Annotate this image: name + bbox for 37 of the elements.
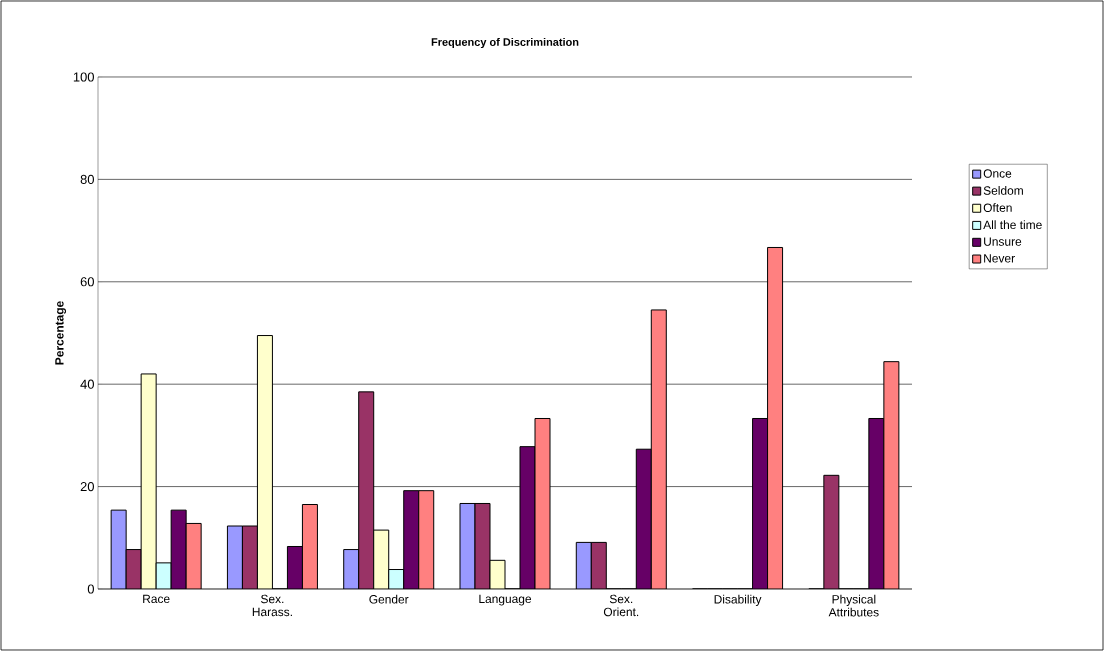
chart-title: Frequency of Discrimination	[431, 37, 579, 49]
y-tick-label: 0	[87, 584, 94, 594]
x-tick-label: Race	[143, 594, 170, 604]
x-tick-label: Sex. Orient.	[603, 594, 639, 617]
y-tick-label: 40	[80, 379, 94, 389]
y-tick-label: 20	[80, 482, 94, 492]
legend-label: Seldom	[983, 186, 1023, 195]
bar	[635, 448, 652, 589]
legend-label: Unsure	[984, 237, 1022, 246]
bar	[403, 490, 420, 589]
bar	[286, 545, 303, 589]
x-tick-label: Gender	[369, 594, 409, 604]
bar	[752, 417, 769, 589]
y-axis-title: Percentage	[55, 301, 67, 365]
legend-label: Often	[983, 203, 1012, 212]
bar	[418, 490, 435, 589]
legend-label: Never	[984, 254, 1015, 263]
bar	[358, 391, 375, 589]
x-tick-label: Physical Attributes	[828, 594, 879, 617]
bar	[767, 246, 784, 589]
bar	[590, 541, 607, 589]
bar	[575, 541, 592, 589]
legend-label: All the time	[983, 220, 1042, 230]
bar	[373, 529, 390, 589]
legend-label: Once	[983, 169, 1012, 178]
y-tick-label: 80	[80, 174, 94, 184]
x-tick-label: Sex. Harass.	[252, 594, 292, 617]
bar	[343, 549, 360, 589]
x-tick-label: Disability	[714, 594, 762, 606]
bar	[241, 525, 258, 589]
bar	[301, 504, 318, 589]
bar	[226, 525, 243, 589]
x-tick-label: Language	[479, 594, 532, 606]
bar	[256, 335, 273, 589]
y-tick-label: 60	[80, 277, 94, 287]
y-tick-label: 100	[73, 72, 94, 82]
bar	[650, 309, 667, 589]
